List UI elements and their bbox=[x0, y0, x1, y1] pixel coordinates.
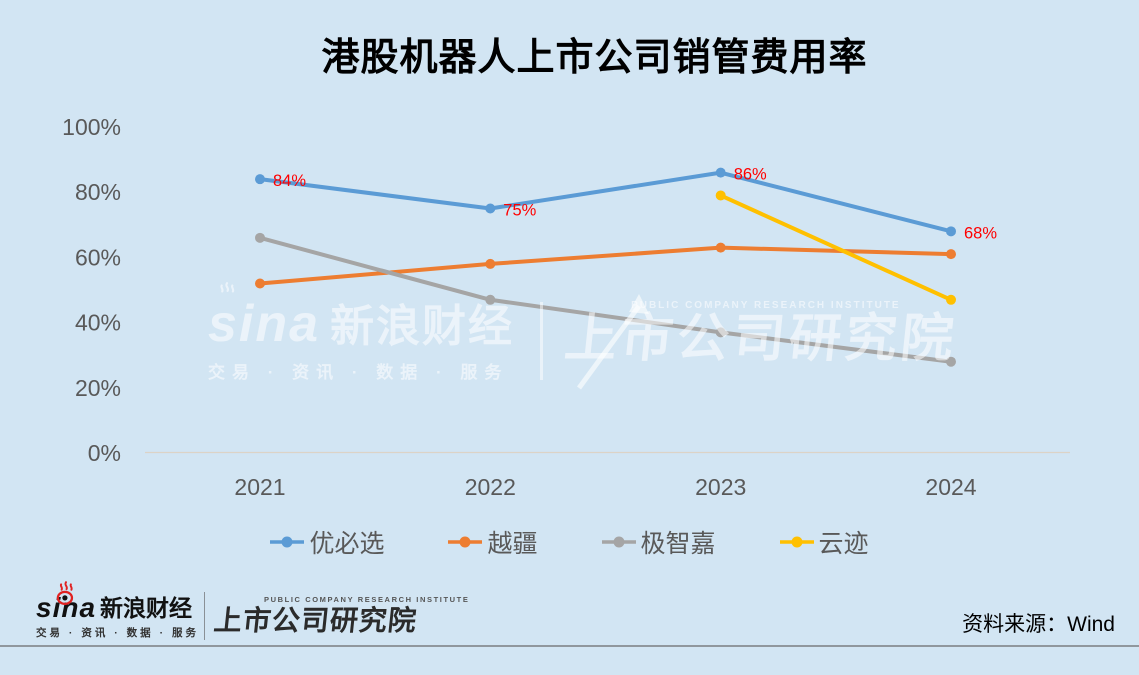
footer-tagline: 交易 · 资讯 · 数据 · 服务 bbox=[36, 626, 199, 639]
data-point-云迹 bbox=[946, 294, 956, 305]
footer-institute-text: 上市公司研究院 bbox=[212, 605, 419, 636]
series-line-越疆 bbox=[258, 245, 953, 286]
legend-label: 云迹 bbox=[818, 530, 869, 558]
point-label-优必选: 84% bbox=[273, 172, 306, 190]
data-point-极智嘉 bbox=[715, 327, 726, 338]
legend-label: 极智嘉 bbox=[640, 530, 716, 558]
data-point-极智嘉 bbox=[946, 356, 956, 367]
chart-title: 港股机器人上市公司销管费用率 bbox=[321, 37, 868, 79]
point-label-优必选: 86% bbox=[734, 166, 767, 184]
y-tick-label: 0% bbox=[88, 440, 121, 466]
y-tick-label: 80% bbox=[75, 179, 121, 205]
series-line-优必选 bbox=[258, 170, 953, 234]
point-label-优必选: 68% bbox=[964, 224, 997, 242]
x-tick-label: 2023 bbox=[695, 474, 746, 500]
y-tick-label: 20% bbox=[75, 375, 121, 401]
footer-institute-en: PUBLIC COMPANY RESEARCH INSTITUTE bbox=[264, 595, 470, 604]
legend-label: 越疆 bbox=[487, 530, 538, 558]
data-point-越疆 bbox=[715, 242, 726, 253]
legend-marker-icon bbox=[448, 536, 483, 548]
legend-item-云迹: 云迹 bbox=[779, 524, 869, 560]
series-line-云迹 bbox=[718, 193, 953, 302]
data-point-云迹 bbox=[715, 190, 726, 201]
legend-item-优必选: 优必选 bbox=[270, 524, 384, 560]
data-point-优必选 bbox=[946, 226, 956, 237]
data-point-极智嘉 bbox=[485, 294, 496, 305]
x-tick-label: 2021 bbox=[234, 474, 285, 500]
legend-label: 优必选 bbox=[309, 530, 385, 558]
y-tick-label: 40% bbox=[75, 310, 121, 336]
sina-flame-icon bbox=[53, 581, 79, 610]
data-point-越疆 bbox=[946, 249, 956, 260]
data-point-越疆 bbox=[255, 278, 265, 289]
footer-vertical-divider bbox=[204, 592, 205, 640]
point-label-优必选: 75% bbox=[503, 202, 536, 220]
data-point-极智嘉 bbox=[255, 232, 265, 243]
footer-institute-logo: PUBLIC COMPANY RESEARCH INSTITUTE 上市公司研究… bbox=[212, 595, 470, 638]
legend-marker-icon bbox=[601, 536, 636, 548]
footer-sina-logo: sina 新浪财经 交易 · 资讯 · 数据 · 服务 bbox=[36, 581, 199, 640]
y-tick-label: 60% bbox=[75, 244, 121, 270]
legend-marker-icon bbox=[779, 536, 814, 548]
x-tick-label: 2022 bbox=[465, 474, 516, 500]
legend: 优必选 越疆 极智嘉 云迹 bbox=[0, 524, 1139, 560]
footer-brand-text: 新浪财经 bbox=[100, 594, 193, 621]
legend-item-极智嘉: 极智嘉 bbox=[601, 524, 716, 560]
data-point-优必选 bbox=[485, 203, 496, 214]
legend-item-越疆: 越疆 bbox=[448, 524, 538, 560]
data-point-优必选 bbox=[715, 167, 726, 178]
data-source-label: 资料来源：Wind bbox=[962, 613, 1115, 636]
data-point-优必选 bbox=[255, 174, 265, 185]
footer-divider-line bbox=[0, 645, 1139, 647]
x-tick-label: 2024 bbox=[925, 474, 976, 500]
data-point-越疆 bbox=[485, 258, 496, 269]
y-tick-label: 100% bbox=[62, 114, 121, 140]
legend-marker-icon bbox=[270, 536, 305, 548]
